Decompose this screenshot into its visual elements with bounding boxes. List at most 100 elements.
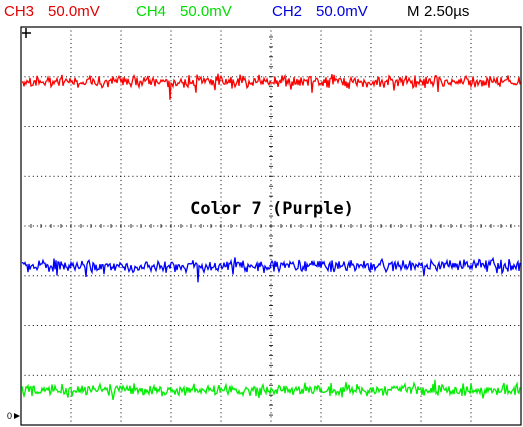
grid-dot bbox=[165, 275, 167, 277]
ch2-label: CH2 bbox=[272, 3, 303, 20]
trace-ch4 bbox=[21, 379, 521, 401]
grid-dot bbox=[70, 404, 72, 405]
grid-dot bbox=[420, 63, 422, 65]
grid-dot bbox=[270, 354, 272, 356]
grid-dot bbox=[178, 126, 180, 127]
grid-dot bbox=[170, 42, 172, 44]
grid-dot bbox=[470, 229, 472, 231]
grid-dot bbox=[120, 383, 122, 385]
grid-dot bbox=[270, 316, 272, 318]
grid-dot bbox=[352, 126, 354, 127]
grid-dot bbox=[470, 341, 472, 343]
grid-dot bbox=[157, 126, 159, 127]
grid-dot bbox=[501, 126, 503, 127]
grid-dot bbox=[190, 126, 192, 127]
grid-dot bbox=[232, 126, 233, 127]
grid-dot bbox=[398, 275, 399, 277]
grid-dot bbox=[470, 329, 472, 331]
grid-dot bbox=[320, 55, 322, 57]
grid-dot bbox=[236, 275, 238, 277]
grid-dot bbox=[219, 126, 221, 127]
grid-dot bbox=[220, 130, 222, 132]
grid-dot bbox=[120, 354, 122, 356]
grid-dot bbox=[370, 96, 372, 98]
grid-dot bbox=[70, 84, 72, 86]
grid-dot bbox=[302, 225, 304, 227]
grid-dot bbox=[220, 88, 222, 90]
grid-dot bbox=[136, 175, 138, 177]
grid-dot bbox=[70, 134, 72, 136]
grid-dot bbox=[470, 67, 472, 69]
grid-dot bbox=[339, 175, 341, 177]
grid-dot bbox=[190, 76, 192, 78]
grid-dot bbox=[170, 258, 172, 260]
grid-dot bbox=[198, 175, 200, 177]
grid-dot bbox=[418, 374, 420, 376]
grid-dot bbox=[66, 325, 67, 326]
grid-dot bbox=[420, 329, 422, 331]
grid-dot bbox=[270, 308, 272, 310]
grid-dot bbox=[170, 395, 172, 397]
grid-dot bbox=[420, 109, 422, 111]
grid-dot bbox=[302, 126, 304, 127]
grid-dot bbox=[107, 175, 109, 177]
grid-dot bbox=[447, 275, 449, 277]
grid-dot bbox=[514, 76, 516, 78]
grid-dot bbox=[370, 159, 372, 161]
grid-dot bbox=[451, 325, 453, 326]
grid-dot bbox=[420, 242, 422, 244]
grid-dot bbox=[261, 225, 263, 227]
grid-dot bbox=[470, 412, 472, 414]
grid-dot bbox=[240, 126, 242, 127]
grid-dot bbox=[227, 225, 229, 227]
grid-dot bbox=[501, 175, 503, 177]
grid-dot bbox=[161, 275, 163, 277]
grid-dot bbox=[306, 325, 308, 326]
grid-dot bbox=[320, 233, 322, 235]
grid-dot bbox=[248, 275, 250, 277]
grid-dot bbox=[348, 126, 350, 127]
grid-dot bbox=[211, 275, 213, 277]
grid-dot bbox=[78, 225, 80, 227]
grid-dot bbox=[320, 76, 322, 78]
grid-dot bbox=[420, 30, 422, 32]
grid-dot bbox=[70, 366, 72, 368]
grid-dot bbox=[470, 30, 472, 32]
grid-dot bbox=[270, 209, 272, 210]
grid-dot bbox=[186, 374, 188, 376]
grid-dot bbox=[370, 146, 372, 148]
grid-dot bbox=[32, 126, 34, 127]
grid-dot bbox=[165, 175, 167, 177]
grid-dot bbox=[427, 325, 428, 326]
grid-dot bbox=[485, 275, 487, 277]
grid-dot bbox=[370, 101, 372, 103]
grid-dot bbox=[420, 175, 422, 177]
grid-dot bbox=[439, 225, 441, 227]
grid-dot bbox=[157, 76, 159, 78]
grid-dot bbox=[28, 325, 30, 326]
grid-dot bbox=[132, 325, 134, 326]
grid-dot bbox=[385, 374, 387, 376]
grid-dot bbox=[170, 96, 172, 98]
grid-dot bbox=[470, 258, 472, 260]
grid-dot bbox=[420, 59, 422, 61]
grid-dot bbox=[431, 76, 433, 78]
grid-dot bbox=[220, 366, 222, 368]
grid-dot bbox=[505, 374, 507, 376]
grid-dot bbox=[420, 146, 422, 148]
grid-dot bbox=[220, 308, 222, 310]
grid-dot bbox=[339, 325, 341, 326]
grid-dot bbox=[402, 126, 404, 127]
grid-dot bbox=[485, 225, 487, 227]
grid-dot bbox=[370, 366, 372, 368]
grid-dot bbox=[493, 374, 495, 376]
grid-dot bbox=[420, 121, 422, 123]
grid-dot bbox=[70, 192, 72, 194]
grid-dot bbox=[99, 126, 101, 127]
grid-dot bbox=[510, 175, 511, 177]
grid-dot bbox=[270, 196, 272, 198]
grid-dot bbox=[470, 47, 472, 49]
grid-dot bbox=[270, 184, 272, 186]
grid-dot bbox=[476, 325, 478, 326]
grid-dot bbox=[207, 275, 209, 277]
